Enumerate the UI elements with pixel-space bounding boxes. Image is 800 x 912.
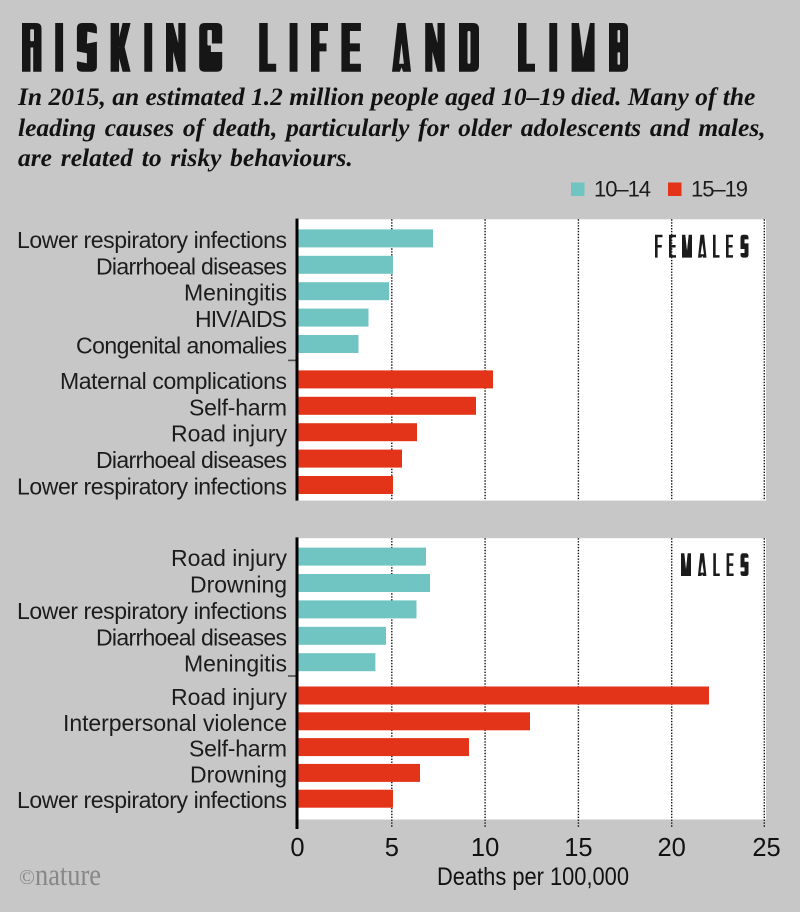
svg-text:Meningitis: Meningitis — [184, 280, 287, 306]
svg-text:Road injury: Road injury — [171, 684, 288, 710]
svg-text:nature: nature — [35, 857, 101, 892]
svg-text:Maternal complications: Maternal complications — [60, 368, 287, 394]
svg-text:25: 25 — [752, 834, 780, 862]
svg-text:10–14: 10–14 — [594, 177, 651, 202]
svg-text:Meningitis: Meningitis — [184, 651, 287, 677]
svg-text:Lower respiratory infections: Lower respiratory infections — [17, 787, 287, 813]
svg-text:HIV/AIDS: HIV/AIDS — [195, 306, 287, 332]
svg-text:0: 0 — [290, 834, 304, 862]
svg-text:Diarrhoeal diseases: Diarrhoeal diseases — [96, 624, 287, 650]
svg-text:Interpersonal violence: Interpersonal violence — [63, 710, 287, 736]
svg-text:Lower respiratory infections: Lower respiratory infections — [17, 598, 287, 624]
svg-text:10: 10 — [471, 834, 499, 862]
svg-text:©: © — [19, 865, 35, 889]
svg-text:5: 5 — [385, 834, 399, 862]
svg-text:Diarrhoeal diseases: Diarrhoeal diseases — [96, 253, 287, 279]
svg-text:Drowning: Drowning — [190, 572, 287, 598]
svg-text:15: 15 — [564, 834, 592, 862]
svg-text:Self-harm: Self-harm — [189, 736, 287, 762]
svg-text:20: 20 — [658, 834, 686, 862]
svg-text:Road injury: Road injury — [171, 545, 288, 571]
svg-text:Drowning: Drowning — [190, 761, 287, 787]
svg-text:Self-harm: Self-harm — [189, 394, 287, 420]
svg-text:15–19: 15–19 — [691, 177, 748, 202]
svg-text:Congenital anomalies: Congenital anomalies — [76, 333, 287, 359]
svg-text:Lower respiratory infections: Lower respiratory infections — [17, 227, 287, 253]
svg-text:Diarrhoeal diseases: Diarrhoeal diseases — [96, 447, 287, 473]
svg-text:Deaths per 100,000: Deaths per 100,000 — [437, 863, 629, 891]
svg-text:Road injury: Road injury — [171, 421, 288, 447]
svg-text:Lower respiratory infections: Lower respiratory infections — [17, 474, 287, 500]
